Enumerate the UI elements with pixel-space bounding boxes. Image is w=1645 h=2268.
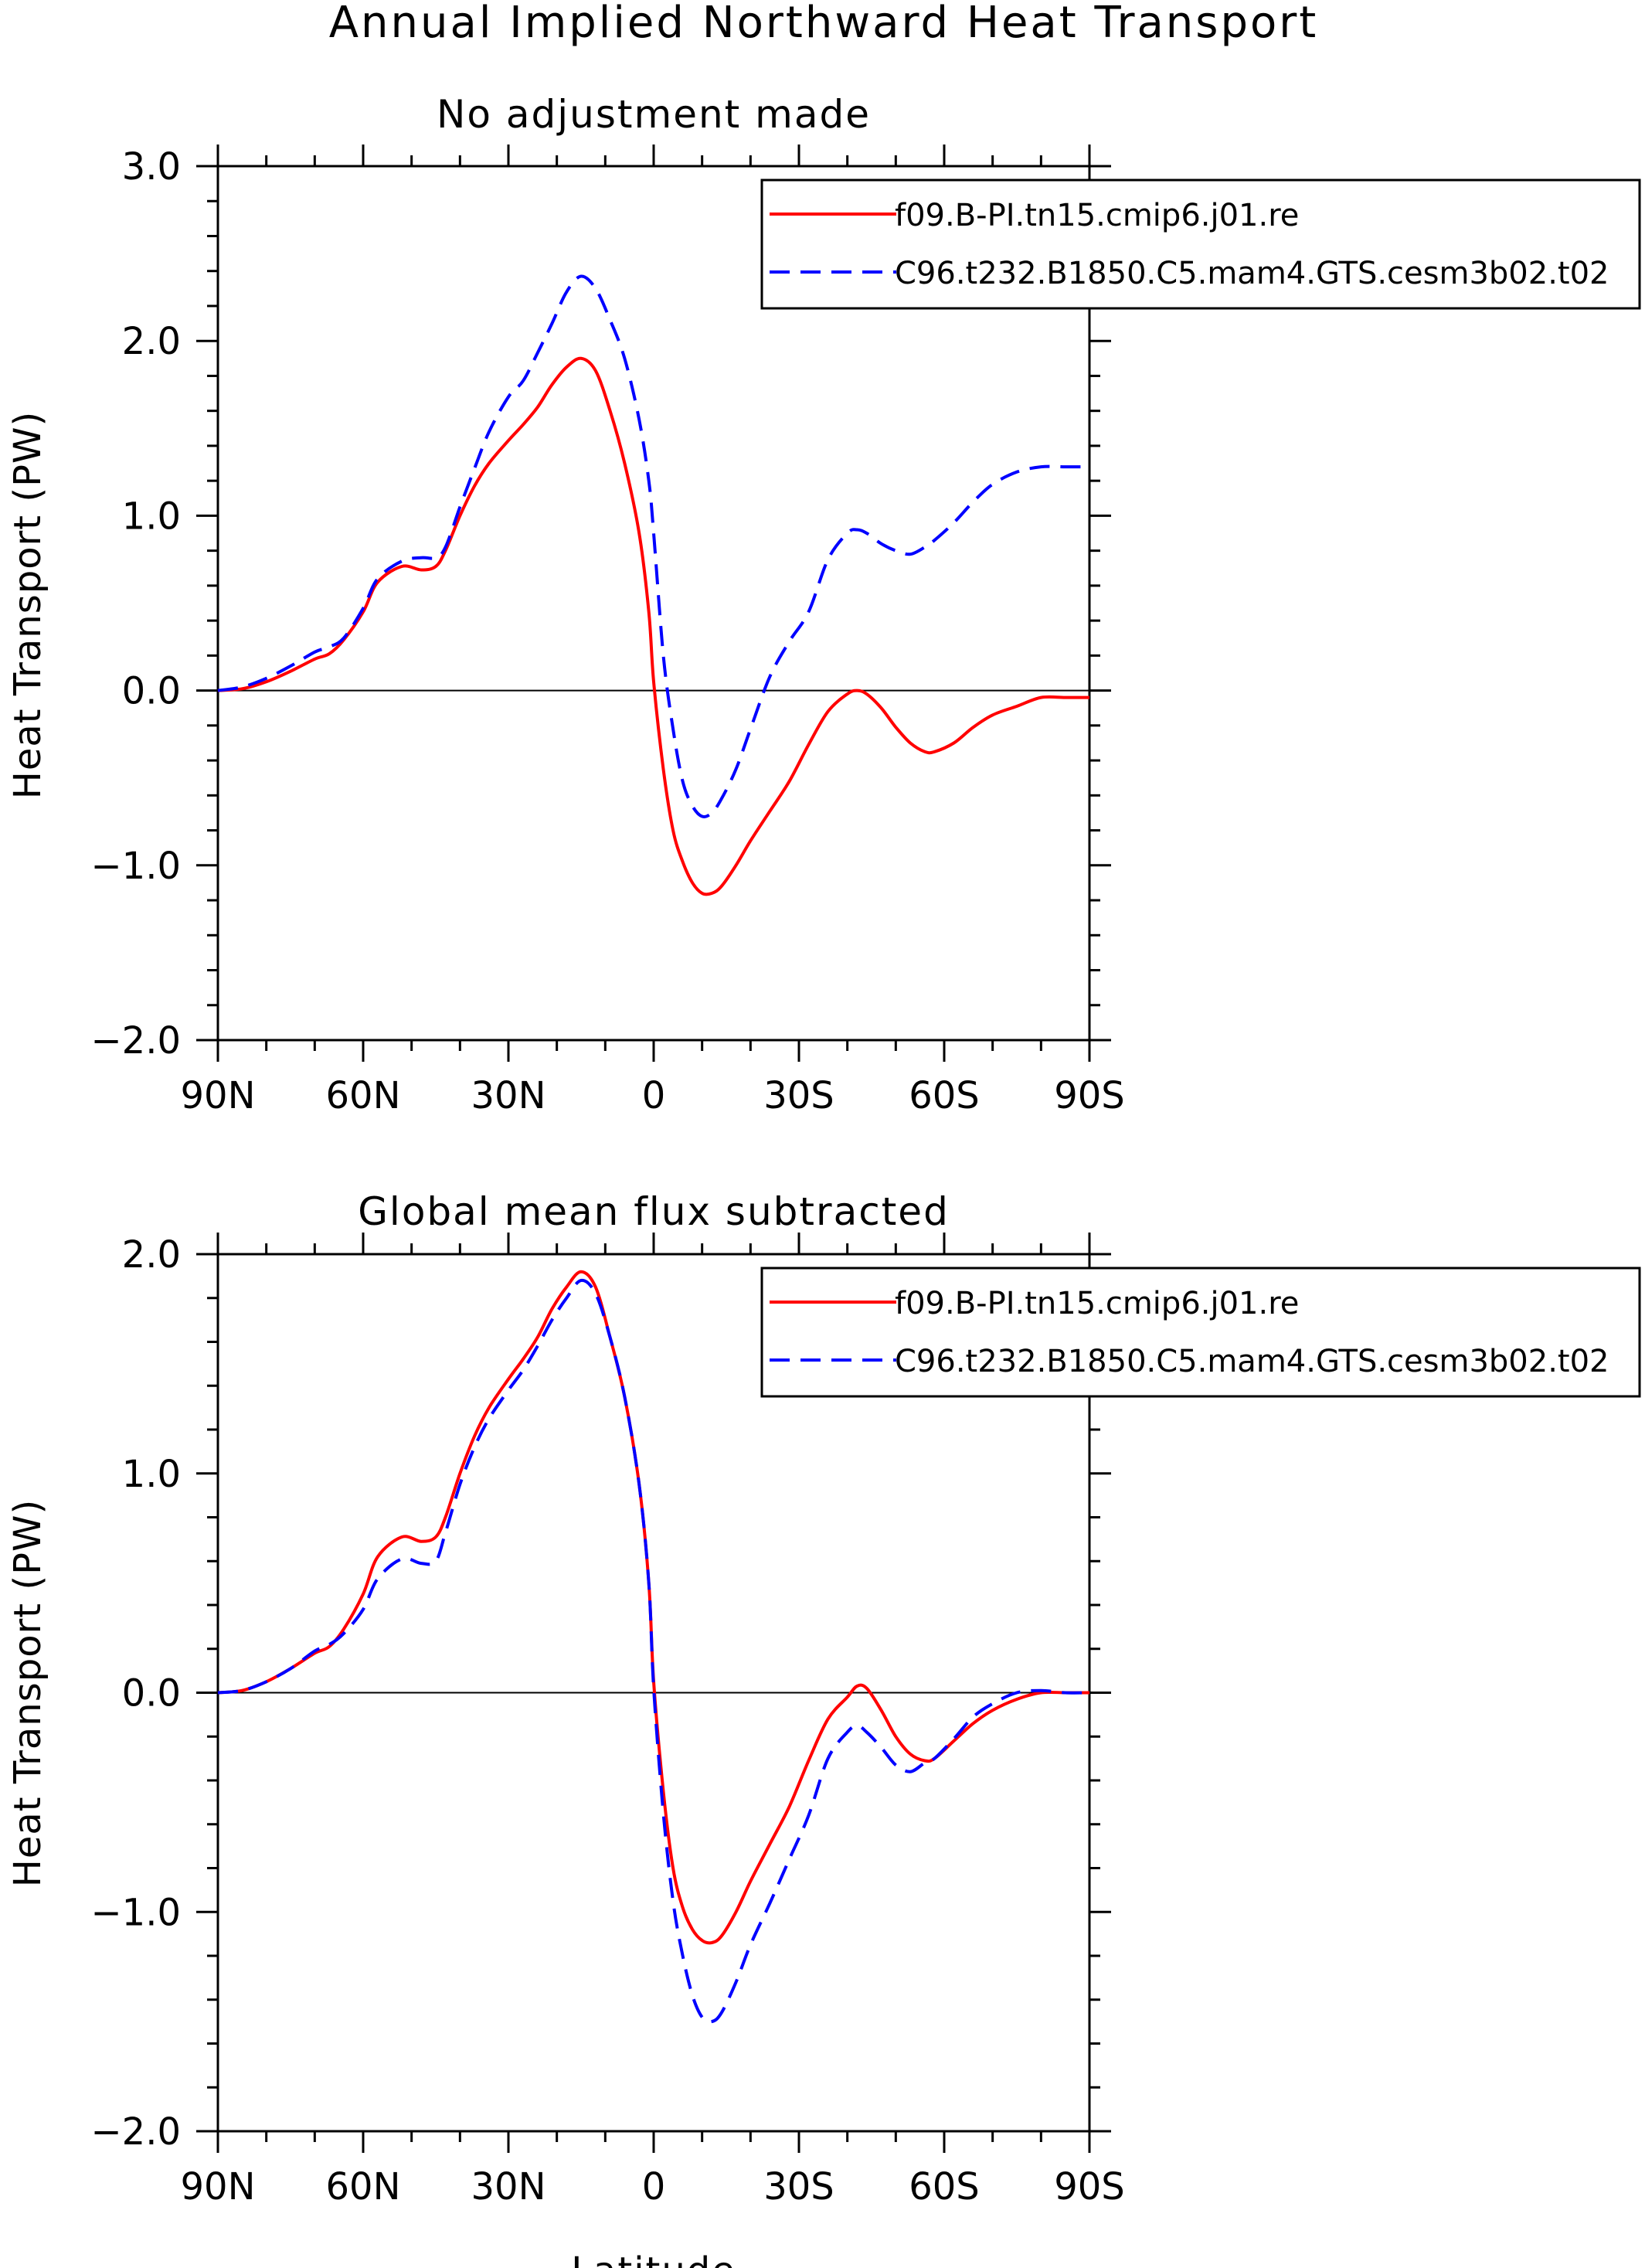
series-line-blue xyxy=(217,1278,1090,2024)
legend: f09.B-PI.tn15.cmip6.j01.re C96.t232.B185… xyxy=(760,179,1641,310)
y-tick-label: −2.0 xyxy=(90,1019,181,1063)
x-tick-label: 0 xyxy=(642,1074,666,1117)
x-tick-label: 60S xyxy=(909,2165,980,2208)
legend-label-2: C96.t232.B1850.C5.mam4.GTS.cesm3b02.t02 xyxy=(895,1344,1609,1379)
x-tick-label: 30S xyxy=(763,2165,834,2208)
x-tick-label: 90S xyxy=(1054,1074,1125,1117)
x-tick-label: 30N xyxy=(471,2165,546,2208)
series-line-blue xyxy=(217,274,1089,818)
y-axis-label: Heat Transport (PW) xyxy=(6,411,49,799)
legend-label-2: C96.t232.B1850.C5.mam4.GTS.cesm3b02.t02 xyxy=(895,256,1609,291)
figure-title: Annual Implied Northward Heat Transport xyxy=(329,0,1319,48)
y-tick-label: 3.0 xyxy=(122,145,181,189)
x-tick-label: 60S xyxy=(909,1074,980,1117)
panel-global-mean-subtracted: Global mean flux subtracted Heat Transpo… xyxy=(6,1189,1641,2268)
panel-no-adjustment: No adjustment made Heat Transport (PW) 3… xyxy=(6,92,1641,1117)
x-tick-label: 90S xyxy=(1054,2165,1125,2208)
x-axis-label: Latitude xyxy=(571,2249,736,2268)
x-tick-label: 60N xyxy=(326,1074,401,1117)
y-tick-label: 0.0 xyxy=(122,670,181,713)
legend-label-1: f09.B-PI.tn15.cmip6.j01.re xyxy=(895,198,1299,233)
panel-title: No adjustment made xyxy=(437,92,871,137)
legend-label-1: f09.B-PI.tn15.cmip6.j01.re xyxy=(895,1286,1299,1321)
x-tick-label: 30S xyxy=(763,1074,834,1117)
series-line-red xyxy=(217,356,1089,896)
legend-box xyxy=(760,1267,1641,1398)
x-tick-label: 30N xyxy=(471,1074,546,1117)
x-tick-label: 90N xyxy=(181,1074,256,1117)
y-tick-label: 1.0 xyxy=(122,495,181,538)
y-tick-label: −1.0 xyxy=(90,845,181,888)
y-axis-label: Heat Transport (PW) xyxy=(6,1499,49,1887)
panel-title: Global mean flux subtracted xyxy=(358,1189,950,1234)
y-tick-label: −1.0 xyxy=(90,1891,181,1934)
y-tick-label: 2.0 xyxy=(122,1233,181,1277)
y-tick-label: 0.0 xyxy=(122,1672,181,1715)
y-tick-label: 2.0 xyxy=(122,320,181,363)
y-tick-label: 1.0 xyxy=(122,1453,181,1496)
legend: f09.B-PI.tn15.cmip6.j01.re C96.t232.B185… xyxy=(760,1267,1641,1398)
x-tick-label: 0 xyxy=(642,2165,666,2208)
legend-box xyxy=(760,179,1641,310)
plot-frame xyxy=(216,165,1091,1042)
y-tick-label: −2.0 xyxy=(90,2110,181,2154)
x-tick-label: 60N xyxy=(326,2165,401,2208)
x-tick-label: 90N xyxy=(181,2165,256,2208)
